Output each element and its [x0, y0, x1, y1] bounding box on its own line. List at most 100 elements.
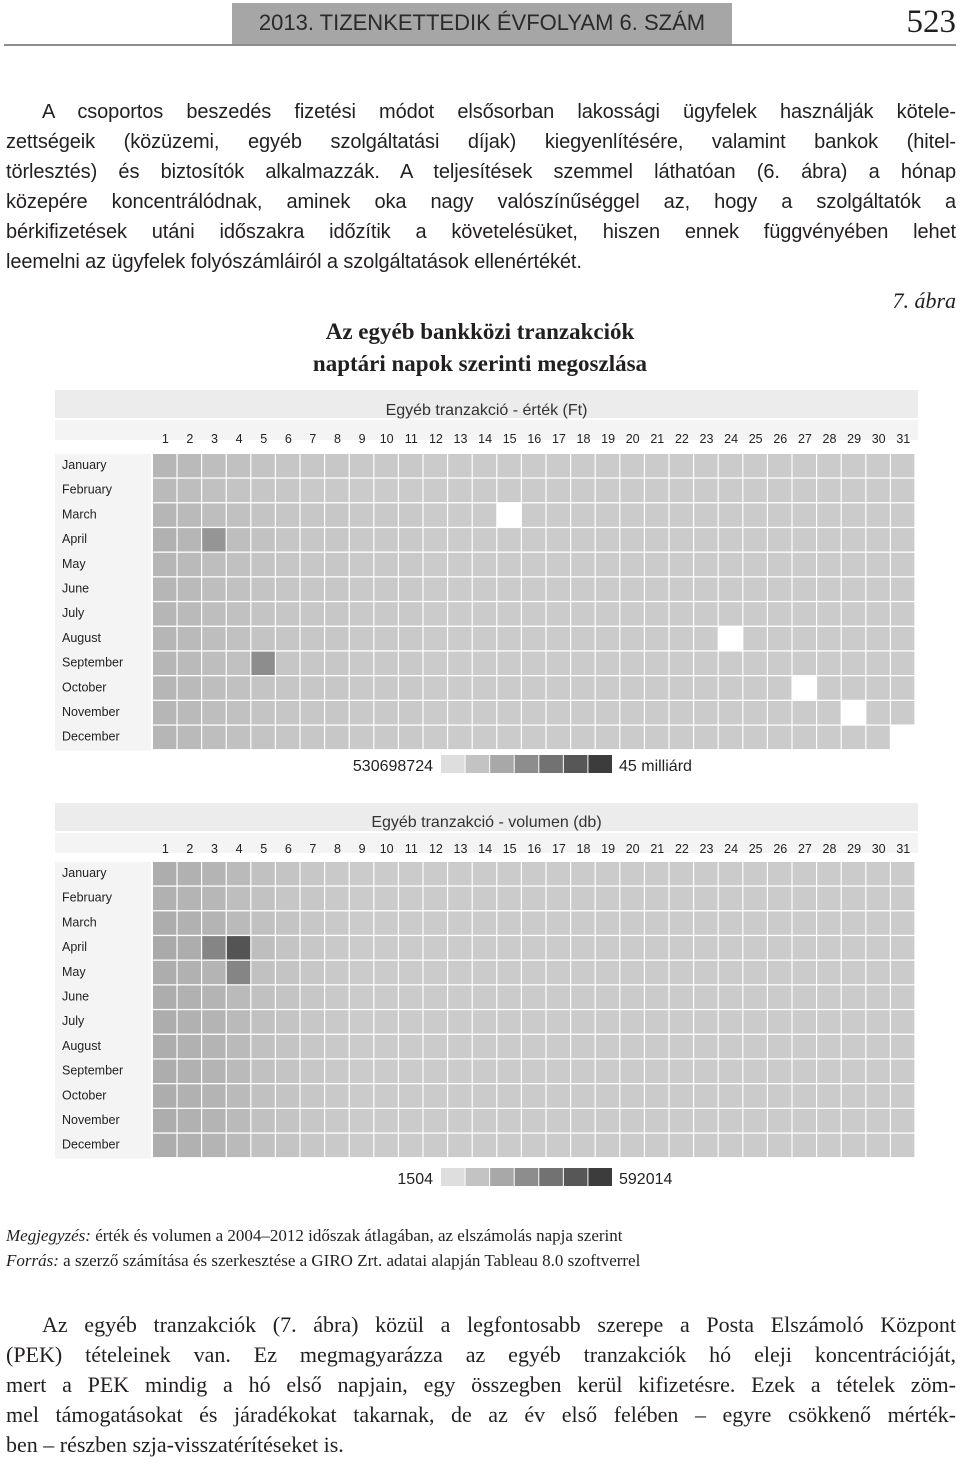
heatmap-cell — [177, 1109, 201, 1133]
heatmap-cell — [251, 478, 275, 503]
heatmap-cell — [841, 528, 866, 552]
heatmap-cell — [718, 1059, 743, 1083]
heatmap-cell — [743, 886, 767, 911]
paragraph-line: Az egyéb tranzakciók (7. ábra) közül a l… — [42, 1312, 956, 1337]
heatmap-cell — [276, 1109, 300, 1133]
heatmap-cell — [325, 577, 349, 601]
heatmap-cell — [153, 676, 177, 700]
heatmap-cell — [595, 602, 620, 626]
heatmap-cell — [718, 886, 743, 911]
month-tick-label: April — [62, 940, 87, 954]
heatmap-cell — [497, 886, 521, 911]
heatmap-cell — [620, 862, 644, 886]
day-tick-label: 9 — [359, 842, 366, 856]
heatmap-cell — [399, 1034, 423, 1059]
heatmap-cell — [768, 503, 792, 527]
heatmap-cell — [276, 478, 300, 503]
heatmap-cell — [522, 1059, 546, 1083]
heatmap-cell — [226, 1133, 251, 1158]
heatmap-cell — [571, 552, 595, 577]
heatmap-cell — [792, 701, 816, 725]
heatmap-cell — [718, 528, 743, 552]
heatmap-cell — [349, 503, 374, 527]
heatmap-cell — [571, 701, 595, 725]
day-tick-label: 3 — [211, 432, 218, 446]
heatmap-cell — [177, 936, 201, 960]
heatmap-cell — [694, 985, 718, 1009]
heatmap-cell — [497, 676, 521, 700]
heatmap-cell — [349, 528, 374, 552]
heatmap-cell — [300, 1084, 324, 1108]
heatmap-cell — [448, 725, 472, 750]
day-tick-label: 27 — [798, 842, 812, 856]
heatmap-cell — [595, 701, 620, 725]
heatmap-cell — [669, 503, 693, 527]
heatmap-cell — [817, 1109, 841, 1133]
heatmap-cell — [546, 1109, 570, 1133]
paragraph-line: ben – részben szja-visszatérítéseket is. — [6, 1432, 344, 1457]
heatmap-cell — [694, 478, 718, 503]
heatmap-cell — [620, 936, 644, 960]
heatmap-cell — [325, 862, 349, 886]
heatmap-cell — [891, 886, 915, 911]
heatmap-cell — [669, 552, 693, 577]
day-tick-label: 17 — [552, 842, 566, 856]
heatmap-cell — [891, 1084, 915, 1108]
heatmap-cell — [399, 862, 423, 886]
heatmap-cell — [349, 651, 374, 675]
heatmap-cell — [448, 676, 472, 700]
heatmap-cell — [472, 1010, 497, 1034]
day-tick-label: 13 — [454, 842, 468, 856]
heatmap-cell — [546, 602, 570, 626]
heatmap-cell — [497, 862, 521, 886]
heatmap-cell — [669, 577, 693, 601]
source-line: Forrás: a szerző számítása és szerkeszté… — [6, 1248, 956, 1273]
heatmap-cell — [891, 676, 915, 700]
heatmap-cell — [620, 602, 644, 626]
heatmap-cell — [595, 528, 620, 552]
heatmap-cell — [595, 936, 620, 960]
heatmap-cell — [399, 960, 423, 985]
heatmap-cell — [448, 886, 472, 911]
heatmap-cell — [399, 701, 423, 725]
heatmap-cell — [177, 528, 201, 552]
closing-paragraph: Az egyéb tranzakciók (7. ábra) közül a l… — [6, 1310, 956, 1460]
heatmap-cell — [300, 676, 324, 700]
paragraph-line: (PEK) tételeinek van. Ez megmagyarázza a… — [6, 1342, 956, 1367]
heatmap-cell — [497, 985, 521, 1009]
heatmap-cell — [522, 478, 546, 503]
month-tick-label: February — [62, 483, 113, 497]
legend-swatch — [539, 755, 563, 773]
day-tick-label: 28 — [823, 842, 837, 856]
header-bar — [232, 3, 732, 45]
heatmap-cell — [497, 478, 521, 503]
day-header-band — [55, 420, 918, 440]
month-tick-label: October — [62, 680, 106, 694]
heatmap-cell — [202, 886, 226, 911]
heatmap-cell — [423, 577, 447, 601]
day-tick-label: 27 — [798, 432, 812, 446]
month-tick-label: June — [62, 990, 89, 1004]
heatmap-cell — [153, 936, 177, 960]
heatmap-cell — [226, 862, 251, 886]
heatmap-cell — [177, 1034, 201, 1059]
heatmap-cell — [325, 676, 349, 700]
heatmap-cell — [743, 676, 767, 700]
month-tick-label: August — [62, 1039, 101, 1053]
day-tick-label: 24 — [724, 432, 738, 446]
heatmap-cell — [226, 960, 251, 985]
heatmap-cell — [177, 552, 201, 577]
heatmap-cell — [497, 1010, 521, 1034]
heatmap-cell — [743, 1059, 767, 1083]
heatmap-cell — [595, 886, 620, 911]
month-tick-label: December — [62, 1138, 120, 1152]
heatmap-cell — [891, 626, 915, 651]
heatmap-cell — [251, 626, 275, 651]
heatmap-cell — [546, 701, 570, 725]
header-divider — [4, 44, 956, 46]
heatmap-cell — [669, 676, 693, 700]
heatmap-cell — [694, 1010, 718, 1034]
heatmap-cell — [645, 651, 669, 675]
heatmap-cell — [694, 552, 718, 577]
heatmap-cell — [153, 651, 177, 675]
